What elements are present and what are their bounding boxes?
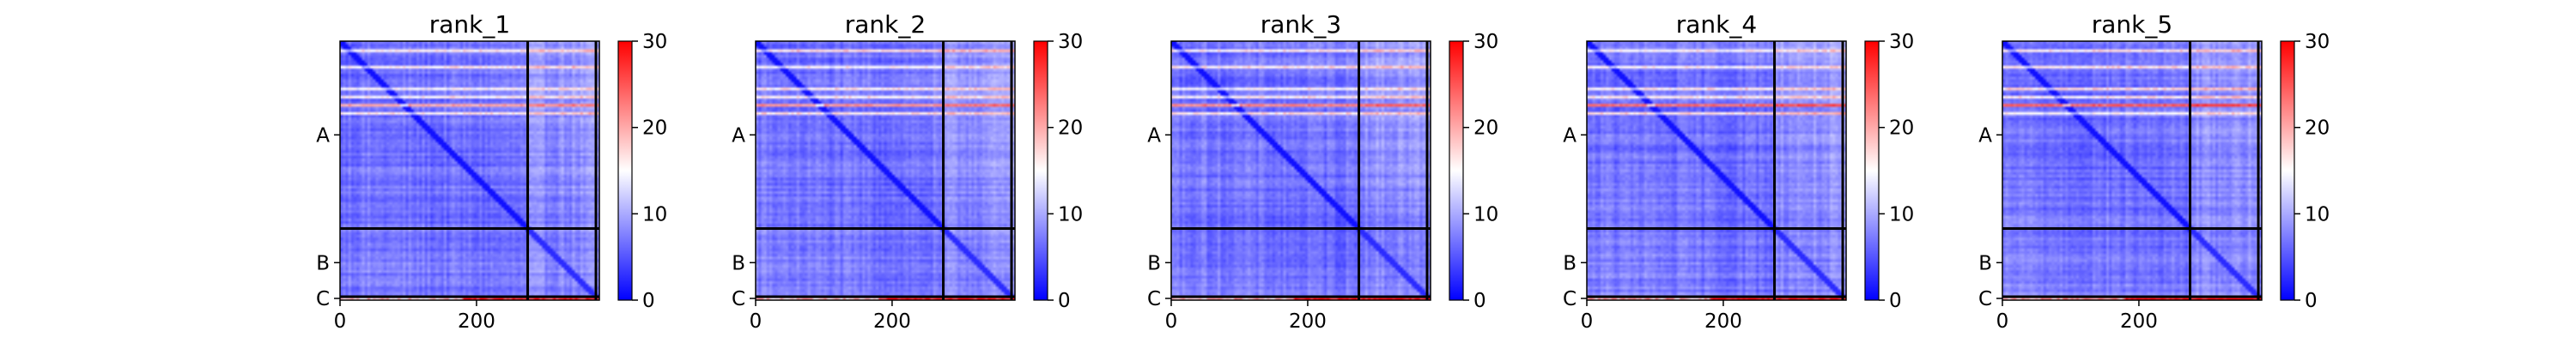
- plot-frame: [755, 40, 1016, 301]
- colorbar-tick-label: 0: [642, 290, 655, 312]
- y-tick-label: C: [1978, 288, 1992, 310]
- heatmap-image: [1587, 41, 1846, 300]
- heatmap-image: [756, 41, 1015, 300]
- colorbar-tick-label: 0: [1058, 290, 1071, 312]
- colorbar: [1033, 40, 1048, 301]
- y-tick-label: A: [1563, 124, 1577, 147]
- x-tick-label: 0: [750, 310, 762, 333]
- chart-title: rank_1: [429, 10, 510, 39]
- colorbar-tick-label: 10: [2305, 203, 2330, 226]
- colorbar-tick-label: 10: [1889, 203, 1914, 226]
- y-tick-label: A: [1147, 124, 1161, 147]
- chart-title: rank_4: [1676, 10, 1757, 39]
- x-tick-label: 200: [458, 310, 495, 333]
- y-tick-label: A: [732, 124, 745, 147]
- y-tick-label: C: [732, 288, 745, 310]
- y-tick-label: C: [1147, 288, 1161, 310]
- plot-frame: [1170, 40, 1431, 301]
- x-tick-label: 0: [1165, 310, 1178, 333]
- plot-frame: [339, 40, 600, 301]
- x-tick-label: 200: [1289, 310, 1327, 333]
- y-tick-label: A: [1978, 124, 1992, 147]
- x-tick-label: 200: [873, 310, 911, 333]
- colorbar-tick-label: 20: [1473, 117, 1498, 140]
- y-tick-label: C: [316, 288, 330, 310]
- colorbar-tick-label: 10: [1058, 203, 1083, 226]
- chart-title: rank_3: [1261, 10, 1341, 39]
- plot-frame: [2002, 40, 2263, 301]
- colorbar-tick-label: 30: [2305, 31, 2330, 53]
- x-tick-label: 0: [1581, 310, 1594, 333]
- chart-title: rank_5: [2092, 10, 2172, 39]
- x-tick-label: 200: [2120, 310, 2158, 333]
- colorbar-tick-label: 10: [1473, 203, 1498, 226]
- chart-title: rank_2: [845, 10, 926, 39]
- x-tick-label: 200: [1704, 310, 1742, 333]
- colorbar-tick-label: 0: [2305, 290, 2318, 312]
- colorbar-tick-label: 30: [1058, 31, 1083, 53]
- heatmap-image: [340, 41, 599, 300]
- colorbar-tick-label: 10: [642, 203, 667, 226]
- y-tick-label: A: [316, 124, 330, 147]
- x-tick-label: 0: [334, 310, 347, 333]
- y-tick-label: C: [1563, 288, 1577, 310]
- colorbar-tick-label: 0: [1473, 290, 1486, 312]
- y-tick-label: B: [316, 252, 330, 274]
- colorbar-tick-label: 20: [642, 117, 667, 140]
- y-tick-label: B: [1147, 252, 1161, 274]
- heatmap-image: [2002, 41, 2262, 300]
- x-tick-label: 0: [1996, 310, 2009, 333]
- colorbar-tick-label: 30: [642, 31, 667, 53]
- y-tick-label: B: [1563, 252, 1577, 274]
- colorbar-tick-label: 30: [1889, 31, 1914, 53]
- colorbar: [1864, 40, 1880, 301]
- colorbar-tick-label: 0: [1889, 290, 1902, 312]
- y-tick-label: B: [732, 252, 745, 274]
- y-tick-label: B: [1978, 252, 1992, 274]
- colorbar-tick-label: 20: [1058, 117, 1083, 140]
- colorbar-tick-label: 30: [1473, 31, 1498, 53]
- heatmap-image: [1171, 41, 1431, 300]
- colorbar-tick-label: 20: [1889, 117, 1914, 140]
- colorbar: [1449, 40, 1464, 301]
- colorbar: [617, 40, 633, 301]
- colorbar-tick-label: 20: [2305, 117, 2330, 140]
- colorbar: [2280, 40, 2295, 301]
- plot-frame: [1586, 40, 1847, 301]
